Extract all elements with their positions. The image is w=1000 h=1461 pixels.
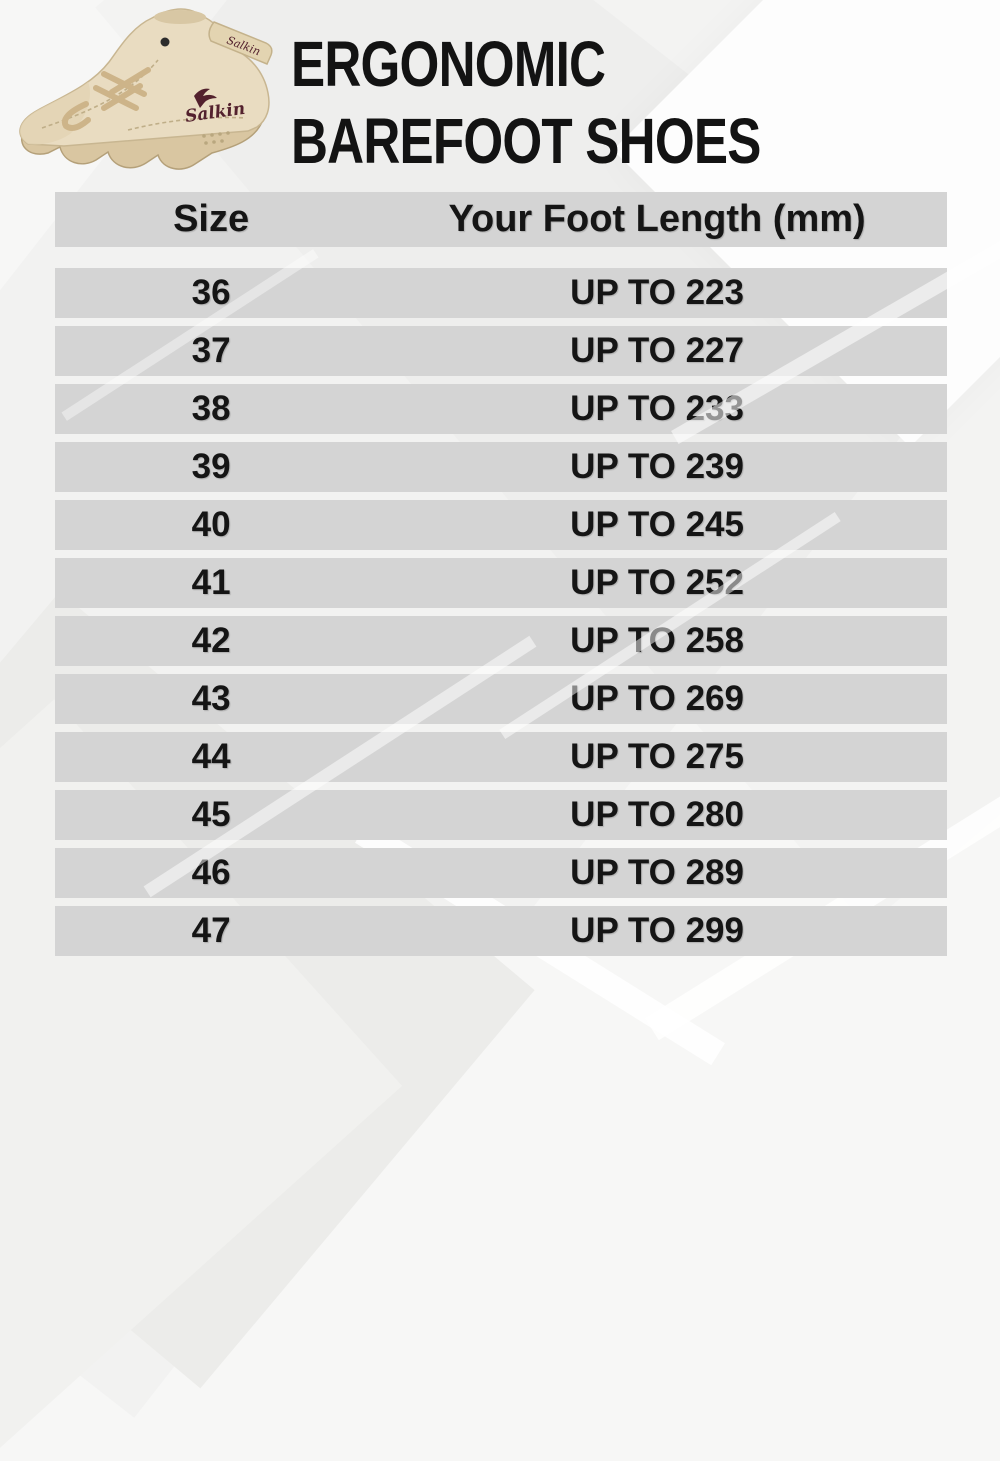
- shoe-illustration: Salkin Salkin: [19, 8, 273, 170]
- foot-length-cell: UP TO 239: [570, 447, 744, 486]
- shoe-collar: [154, 10, 206, 24]
- foot-length-cell: UP TO 299: [570, 911, 744, 950]
- table-row: 41 UP TO 252: [55, 558, 947, 608]
- foot-length-cell: UP TO 223: [570, 273, 744, 312]
- size-cell: 42: [191, 621, 231, 660]
- foot-length-cell: UP TO 269: [570, 679, 744, 718]
- foot-length-cell: UP TO 275: [570, 737, 744, 776]
- table-row: 38 UP TO 233: [55, 384, 947, 434]
- size-cell: 36: [191, 273, 231, 312]
- eyelet-dot: [160, 37, 170, 47]
- size-cell: 43: [191, 679, 231, 718]
- table-row: 39 UP TO 239: [55, 442, 947, 492]
- table-row: 45 UP TO 280: [55, 790, 947, 840]
- table-row: 40 UP TO 245: [55, 500, 947, 550]
- size-cell: 41: [191, 563, 231, 602]
- title-line-1: ERGONOMIC: [291, 28, 606, 100]
- table-row: 47 UP TO 299: [55, 906, 947, 956]
- foot-length-cell: UP TO 227: [570, 331, 744, 370]
- table-row: 46 UP TO 289: [55, 848, 947, 898]
- brand-bird-icon: [194, 88, 217, 108]
- table-row: 42 UP TO 258: [55, 616, 947, 666]
- column-header-foot-length: Your Foot Length (mm): [448, 198, 866, 240]
- page-title: ERGONOMIC BAREFOOT SHOES: [291, 26, 878, 180]
- size-cell: 38: [191, 389, 231, 428]
- foot-length-cell: UP TO 245: [570, 505, 744, 544]
- table-row: 37 UP TO 227: [55, 326, 947, 376]
- size-cell: 45: [191, 795, 231, 834]
- table-row: 36 UP TO 223: [55, 268, 947, 318]
- size-cell: 44: [191, 737, 231, 776]
- shoe-laces: [62, 67, 151, 131]
- ankle-strap: [208, 21, 273, 65]
- perforation-dots: [202, 131, 230, 145]
- size-cell: 47: [191, 911, 231, 950]
- table-row: 44 UP TO 275: [55, 732, 947, 782]
- product-photo-shoe: Salkin Salkin: [8, 0, 288, 196]
- foot-length-cell: UP TO 233: [570, 389, 744, 428]
- size-cell: 40: [191, 505, 231, 544]
- foot-length-cell: UP TO 258: [570, 621, 744, 660]
- title-line-2: BAREFOOT SHOES: [291, 105, 761, 177]
- foot-length-cell: UP TO 280: [570, 795, 744, 834]
- size-chart-table: Size Your Foot Length (mm) 36 UP TO 223 …: [55, 192, 947, 964]
- size-cell: 39: [191, 447, 231, 486]
- size-chart-header-row: Size Your Foot Length (mm): [55, 192, 947, 247]
- size-cell: 46: [191, 853, 231, 892]
- foot-length-cell: UP TO 289: [570, 853, 744, 892]
- table-row: 43 UP TO 269: [55, 674, 947, 724]
- size-cell: 37: [191, 331, 231, 370]
- foot-length-cell: UP TO 252: [570, 563, 744, 602]
- column-header-size: Size: [173, 198, 250, 240]
- size-chart-rows: 36 UP TO 223 37 UP TO 227 38 UP TO 233 3…: [55, 268, 947, 956]
- stitching-line: [127, 116, 247, 131]
